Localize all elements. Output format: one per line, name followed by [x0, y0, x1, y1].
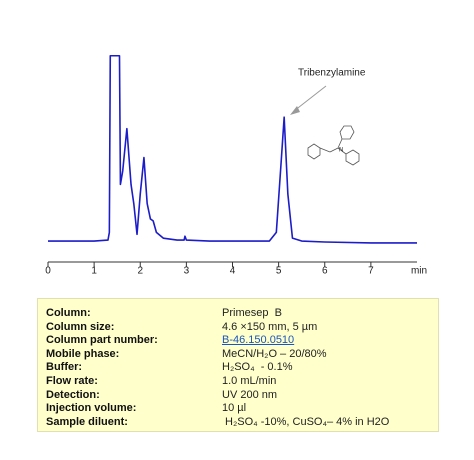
part-number-link[interactable]: B-46.150.0510 [222, 334, 295, 347]
row-value: H₂SO₄ - 0.1% [222, 361, 293, 374]
x-tick-label: 4 [230, 266, 236, 277]
atom-label: N [339, 148, 343, 154]
row-value: MeCN/H₂O – 20/80% [222, 347, 327, 360]
x-tick-label: 2 [137, 266, 143, 277]
conditions-table: Column: Primesep B Column size: 4.6 ×150 mm… [37, 298, 439, 432]
chart: N 0 1 2 3 4 5 6 7 min Tribenzylamine [45, 54, 427, 277]
table-row: Buffer: H₂SO₄ - 0.1% [46, 361, 438, 375]
row-label: Column: [46, 307, 91, 319]
table-row: Column: Primesep B [46, 307, 438, 321]
table-row: Detection: UV 200 nm [46, 389, 438, 403]
row-value: 1.0 mL/min [222, 374, 277, 387]
table-row: Injection volume: 10 µl [46, 402, 438, 416]
row-value: 4.6 ×150 mm, 5 µm [222, 320, 318, 333]
table-row: Flow rate: 1.0 mL/min [46, 375, 438, 389]
row-label: Detection: [46, 388, 100, 401]
row-label: Flow rate: [46, 374, 98, 387]
molecule-icon [307, 125, 360, 166]
chromatogram-trace [48, 54, 417, 244]
row-label: Column size: [46, 320, 115, 333]
row-value: 10 µl [222, 402, 247, 415]
row-label: Buffer: [46, 361, 83, 374]
x-tick-label: 7 [368, 266, 374, 277]
table-row: Mobile phase: MeCN/H₂O – 20/80% [46, 348, 438, 362]
x-tick-label: 5 [276, 266, 282, 277]
x-tick-label: 1 [91, 266, 97, 277]
row-value: H₂SO₄ -10%, CuSO₄– 4% in H2O [222, 415, 390, 428]
x-tick-label: 3 [184, 266, 190, 277]
x-tick-label: 6 [322, 266, 328, 277]
table-row: Column size: 4.6 ×150 mm, 5 µm [46, 321, 438, 335]
table-row: Sample diluent: H₂SO₄ -10%, CuSO₄– 4% in… [46, 416, 438, 430]
row-value: B-46.150.0510 [222, 334, 294, 348]
row-value: UV 200 nm [222, 388, 278, 401]
x-axis-label: min [411, 266, 427, 277]
row-label: Mobile phase: [46, 347, 120, 360]
row-label: Sample diluent: [46, 415, 128, 428]
table-row: Column part number: B-46.150.0510 [46, 334, 438, 348]
row-label: Injection volume: [46, 402, 137, 415]
peak-annotation: Tribenzylamine [298, 68, 366, 79]
row-value: Primesep B [222, 307, 282, 319]
annotation-arrow [293, 85, 327, 112]
arrow-head [290, 106, 300, 115]
x-tick-label: 0 [45, 266, 51, 277]
row-label: Column part number: [46, 334, 158, 347]
